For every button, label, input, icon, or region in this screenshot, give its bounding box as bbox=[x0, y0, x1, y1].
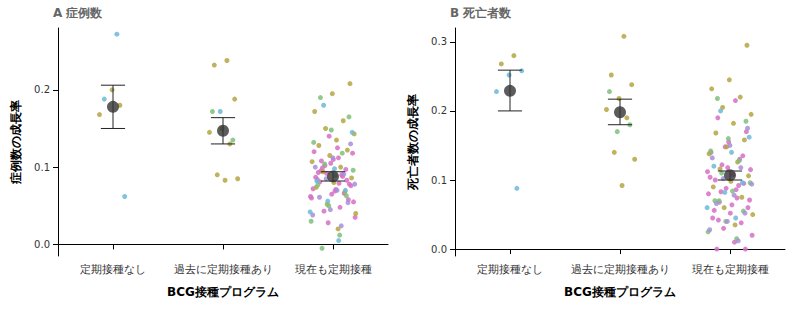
svg-text:死亡者数の成長率: 死亡者数の成長率 bbox=[406, 94, 420, 191]
svg-text:A 症例数: A 症例数 bbox=[53, 6, 103, 20]
svg-text:B 死亡者数: B 死亡者数 bbox=[450, 6, 512, 20]
svg-text:0.1: 0.1 bbox=[431, 175, 447, 186]
svg-text:症例数の成長率: 症例数の成長率 bbox=[9, 100, 23, 185]
svg-text:定期接種なし: 定期接種なし bbox=[80, 263, 146, 276]
svg-text:現在も定期接種: 現在も定期接種 bbox=[692, 263, 769, 276]
svg-text:過去に定期接種あり: 過去に定期接種あり bbox=[174, 263, 273, 276]
svg-text:BCG接種プログラム: BCG接種プログラム bbox=[167, 285, 279, 299]
svg-text:0.3: 0.3 bbox=[431, 36, 447, 47]
svg-text:0.0: 0.0 bbox=[431, 244, 447, 255]
svg-text:BCG接種プログラム: BCG接種プログラム bbox=[564, 285, 676, 299]
svg-text:0.1: 0.1 bbox=[34, 162, 50, 173]
svg-text:過去に定期接種あり: 過去に定期接種あり bbox=[571, 263, 670, 276]
svg-text:0.0: 0.0 bbox=[34, 239, 50, 250]
svg-text:定期接種なし: 定期接種なし bbox=[477, 263, 543, 276]
svg-text:0.2: 0.2 bbox=[34, 84, 50, 95]
svg-text:0.2: 0.2 bbox=[431, 105, 447, 116]
svg-text:現在も定期接種: 現在も定期接種 bbox=[295, 263, 372, 276]
